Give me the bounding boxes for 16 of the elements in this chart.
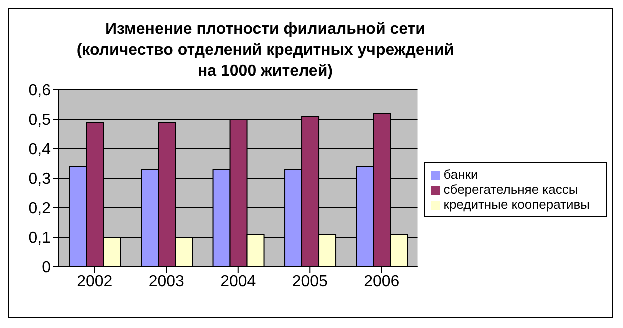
- x-tick-label: 2003: [148, 273, 185, 290]
- legend-label: сберегательняе кассы: [444, 182, 578, 197]
- y-tick-label: 0,2: [28, 200, 52, 218]
- y-tick-label: 0,1: [28, 230, 52, 248]
- y-tick-label: 0,3: [28, 171, 52, 188]
- y-tick-label: 0,6: [28, 82, 52, 100]
- y-tick-label: 0,5: [28, 112, 52, 130]
- chart-title: Изменение плотности филиальной сети (количество отделений кредитных учреждений на 1000 жителей): [76, 20, 456, 82]
- legend-label: банки: [444, 167, 478, 182]
- y-tick-label: 0,4: [28, 142, 52, 159]
- x-tick-label: 2005: [292, 273, 328, 290]
- x-tick-label: 2002: [77, 273, 113, 290]
- y-tick-label: 0: [42, 260, 52, 277]
- x-tick-label: 2004: [220, 273, 256, 290]
- x-tick-label: 2006: [364, 273, 400, 290]
- legend-label: кредитные кооперативы: [444, 197, 590, 212]
